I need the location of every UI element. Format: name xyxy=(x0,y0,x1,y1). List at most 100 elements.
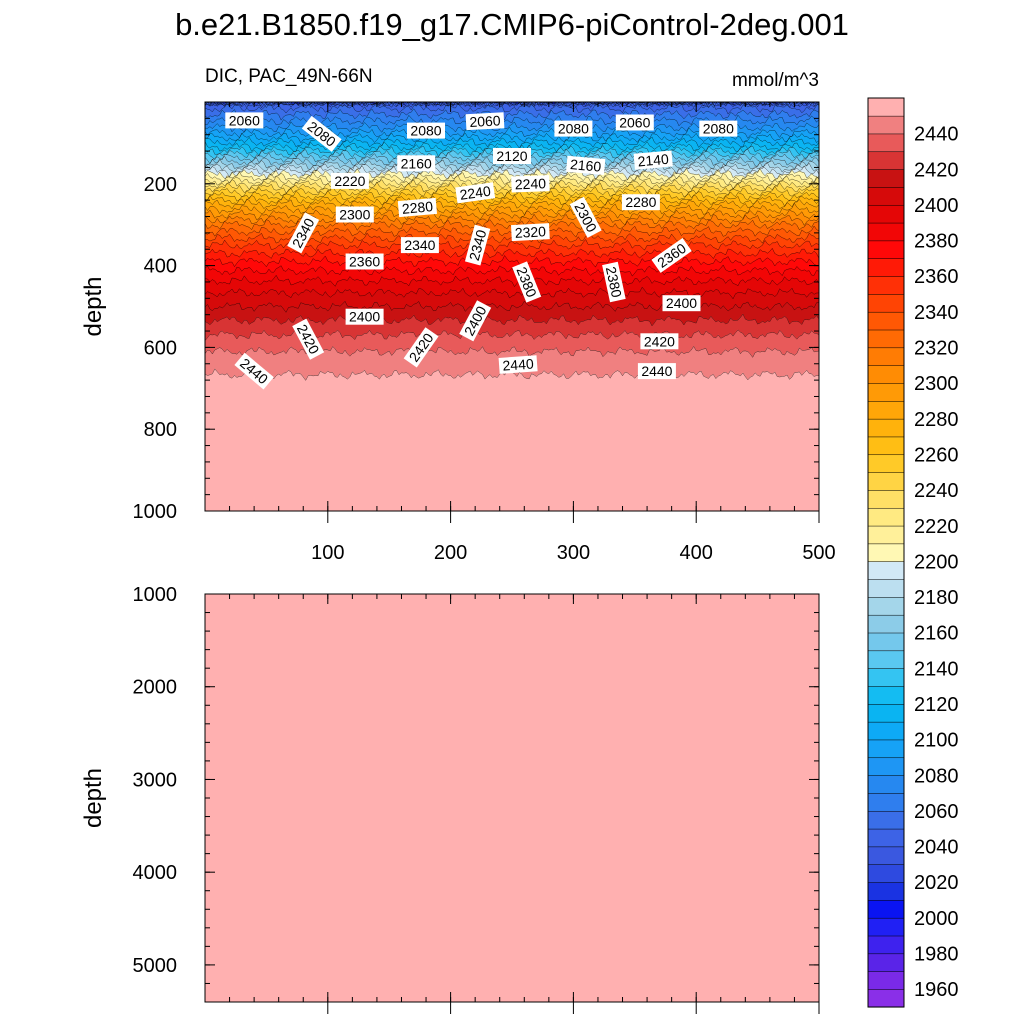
y-tick-label: 800 xyxy=(144,419,177,441)
colorbar-label: 2340 xyxy=(914,302,959,324)
contour-line xyxy=(205,313,819,327)
contour-label-text: 2080 xyxy=(558,121,589,137)
contour-label: 2360 xyxy=(345,253,384,270)
colorbar-swatch xyxy=(867,721,905,741)
colorbar-swatch xyxy=(867,436,905,456)
contour-label-box xyxy=(455,182,496,204)
colorbar-label: 2180 xyxy=(914,587,959,609)
contour-label: 2220 xyxy=(330,172,369,189)
contour-label: 2060 xyxy=(225,112,264,129)
contour-line xyxy=(205,132,819,144)
contour-line xyxy=(205,167,819,181)
contour-label: 2240 xyxy=(511,175,550,193)
colorbar-swatch xyxy=(867,792,905,812)
colorbar-label: 2100 xyxy=(914,730,959,752)
contour-label-box xyxy=(330,172,369,189)
contour-label-text: 2440 xyxy=(502,356,534,374)
contour-label-box xyxy=(397,155,436,172)
contour-label: 2380 xyxy=(602,261,626,303)
contour-band xyxy=(205,368,819,511)
contour-label-text: 2360 xyxy=(349,254,380,270)
contour-label-box xyxy=(400,237,439,254)
colorbar-swatch xyxy=(867,971,905,990)
colorbar-swatch xyxy=(867,917,905,937)
contour-label: 2060 xyxy=(615,114,654,131)
colorbar-label: 2160 xyxy=(914,623,959,645)
contour-line xyxy=(205,274,819,288)
contour-label-box xyxy=(407,122,445,139)
colorbar-frame xyxy=(867,97,905,1008)
contour-line xyxy=(205,108,819,121)
colorbar-swatch xyxy=(867,347,905,366)
contour-label: 2320 xyxy=(511,223,550,242)
colorbar-label: 2320 xyxy=(914,338,959,360)
contour-label-box xyxy=(512,261,542,303)
colorbar-swatch xyxy=(867,133,905,153)
colorbar-label: 1960 xyxy=(914,979,959,1001)
colorbar-label: 2240 xyxy=(914,480,959,502)
contour-label-text: 2160 xyxy=(401,155,432,171)
colorbar-swatch xyxy=(867,169,905,188)
colorbar-label: 2060 xyxy=(914,801,959,823)
colorbar-swatch xyxy=(867,115,905,135)
y-tick-label: 600 xyxy=(144,337,177,359)
contour-label-box xyxy=(287,212,320,254)
contour-label: 2080 xyxy=(407,122,445,139)
contour-label-text: 2240 xyxy=(515,175,547,192)
contour-label-box xyxy=(459,300,492,342)
colorbar-label: 2000 xyxy=(914,908,959,930)
colorbar-swatch xyxy=(867,864,905,883)
contour-label-box xyxy=(651,237,692,273)
contour-label-box xyxy=(301,115,342,152)
contour-label-box xyxy=(511,223,550,242)
contour-label-box xyxy=(335,206,374,223)
contour-label-box xyxy=(633,150,673,170)
contour-label: 2120 xyxy=(493,148,531,164)
colorbar-swatch xyxy=(867,525,905,545)
contour-label-box xyxy=(493,148,531,164)
x-tick-label: 100 xyxy=(311,542,344,564)
colorbar-swatch xyxy=(867,382,905,402)
colorbar-swatch xyxy=(867,472,905,491)
contour-line xyxy=(205,247,819,259)
x-tick-label: 200 xyxy=(434,542,467,564)
colorbar-label: 2360 xyxy=(914,266,959,288)
contour-label-box xyxy=(566,155,606,176)
contour-label-box xyxy=(640,333,679,350)
contour-line xyxy=(205,239,819,252)
colorbar-label: 2380 xyxy=(914,231,959,253)
colorbar-swatch xyxy=(867,757,905,776)
figure-title: b.e21.B1850.f19_g17.CMIP6-piControl-2deg… xyxy=(175,7,849,42)
contour-label: 2280 xyxy=(397,197,438,218)
contour-label: 2340 xyxy=(400,237,439,254)
contour-line xyxy=(216,102,819,109)
contour-line xyxy=(210,102,819,108)
contour-label-box xyxy=(464,224,491,266)
contour-line xyxy=(212,102,819,109)
contour-label-box xyxy=(621,194,660,211)
contour-label: 2400 xyxy=(662,295,701,312)
y-axis-label: depth xyxy=(80,276,107,336)
contour-label-text: 2280 xyxy=(625,194,656,210)
contour-line xyxy=(205,255,819,268)
contour-label: 2340 xyxy=(464,224,491,266)
x-tick-label: 500 xyxy=(802,542,835,564)
contour-line xyxy=(205,286,819,300)
colorbar-swatch xyxy=(867,685,905,705)
lower-plot-area xyxy=(205,594,819,1002)
contour-label: 2420 xyxy=(640,333,679,350)
colorbar-label: 2420 xyxy=(914,159,959,181)
contour-label-box xyxy=(292,318,325,360)
colorbar-swatch xyxy=(867,668,905,687)
colorbar-label: 1980 xyxy=(914,944,959,966)
contour-label-box xyxy=(569,196,602,238)
colorbar-swatch xyxy=(867,97,905,117)
colorbar-swatch xyxy=(867,703,905,723)
contour-label: 2080 xyxy=(699,120,738,137)
colorbar-swatch xyxy=(867,400,905,420)
y-tick-label: 1000 xyxy=(133,584,178,606)
y-tick-label: 5000 xyxy=(133,955,178,977)
colorbar-swatch xyxy=(867,204,905,224)
contour-label-box xyxy=(615,114,654,131)
background-fill xyxy=(205,594,819,1002)
